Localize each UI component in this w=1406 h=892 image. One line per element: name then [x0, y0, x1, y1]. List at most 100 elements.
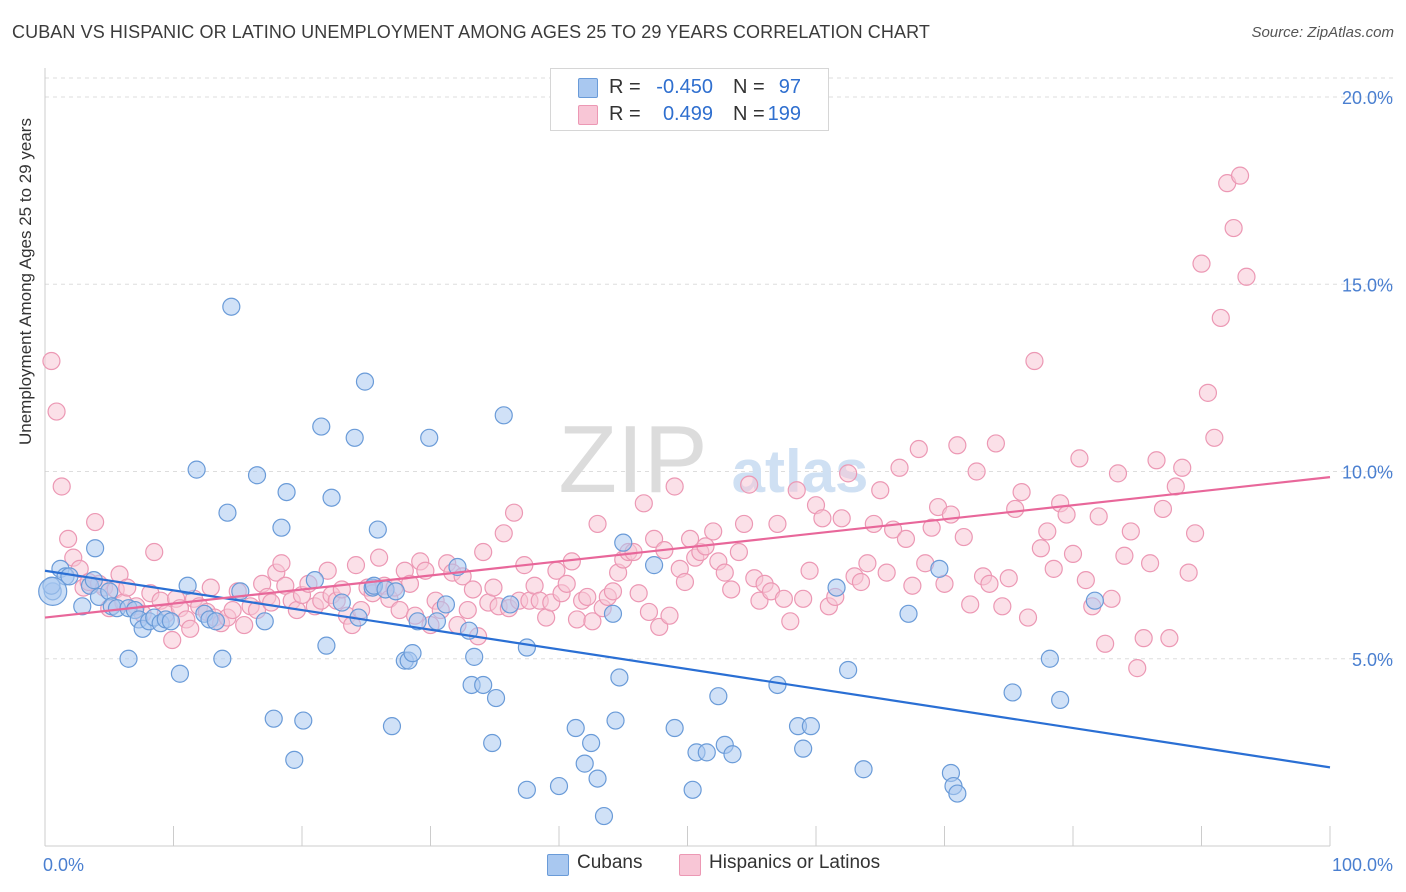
cubans-point — [709, 687, 728, 706]
cubans-point — [1051, 690, 1070, 710]
cubans-point — [801, 717, 820, 736]
hispanics-point — [740, 475, 759, 494]
cubans-r-value: -0.450 — [656, 76, 713, 98]
hispanics-point — [675, 572, 695, 592]
hispanics-point — [941, 505, 961, 524]
hispanics-point — [1128, 659, 1147, 678]
cubans-point — [486, 688, 506, 708]
hispanics-point — [1205, 428, 1224, 447]
cubans-point — [264, 709, 283, 728]
hispanics-points — [42, 166, 1256, 678]
hispanics-point — [458, 600, 477, 620]
hispanics-point — [729, 542, 749, 562]
hispanics-point — [961, 595, 980, 614]
hispanics-point — [145, 542, 164, 562]
hispanics-point — [1237, 267, 1256, 286]
hispanics-point — [1140, 554, 1160, 573]
hispanics-point — [1115, 546, 1134, 565]
hispanics-point — [494, 524, 513, 543]
trend-lines — [44, 476, 1331, 769]
cubans-point — [723, 745, 742, 764]
cubans-n-label: N = — [733, 76, 765, 98]
bottom-legend-cubans: Cubans — [547, 852, 667, 876]
hispanics-point — [1121, 522, 1140, 541]
hispanics-point — [660, 606, 679, 625]
y-tick-label: 5.0% — [1352, 650, 1393, 670]
hispanics-point — [1031, 539, 1050, 558]
hispanics-point — [787, 481, 806, 500]
cubans-point — [517, 780, 536, 799]
hispanics-point — [858, 554, 877, 573]
hispanics-point — [715, 563, 734, 582]
bottom-hispanics-swatch — [679, 854, 701, 876]
cubans-point — [501, 595, 520, 614]
hispanics-point — [1025, 351, 1044, 371]
hispanics-point — [864, 514, 883, 534]
hispanics-point — [588, 514, 607, 534]
cubans-point — [332, 593, 351, 612]
tick-labels: 5.0% 10.0% 15.0% 20.0% 0.0% 100.0% — [43, 88, 1393, 875]
hispanics-point — [877, 563, 896, 582]
hispanics-r-label: R = — [609, 103, 641, 125]
cubans-n-value: 97 — [778, 76, 801, 98]
hispanics-n-label: N = — [733, 103, 765, 125]
cubans-point — [272, 518, 291, 537]
cubans-point — [277, 482, 296, 502]
hispanics-point — [262, 593, 281, 612]
cubans-point — [187, 460, 206, 479]
hispanics-point — [235, 615, 254, 635]
cubans-point — [119, 649, 138, 668]
hispanics-point — [1153, 499, 1173, 519]
hispanics-point — [954, 527, 973, 547]
bottom-cubans-swatch — [547, 854, 569, 876]
hispanics-point — [922, 518, 941, 537]
cubans-point — [178, 576, 197, 595]
hispanics-point — [781, 612, 800, 631]
hispanics-point — [1063, 544, 1083, 563]
cubans-point — [86, 539, 105, 558]
cubans-point — [206, 612, 226, 631]
cubans-point — [312, 417, 331, 436]
cubans-point — [294, 711, 313, 730]
cubans-point — [697, 743, 716, 762]
cubans-point — [517, 638, 536, 657]
cubans-point — [322, 488, 341, 507]
hispanics-point — [42, 351, 61, 371]
legend-row-cubans: R = -0.450 N = 97 — [551, 73, 828, 101]
x-tick-label-max: 100.0% — [1332, 855, 1393, 875]
hispanics-point — [1044, 559, 1063, 578]
hispanics-point — [1018, 608, 1038, 627]
hispanics-point — [86, 512, 105, 532]
hispanics-point — [644, 529, 664, 549]
hispanics-point — [1224, 218, 1243, 238]
cubans-point — [768, 675, 787, 695]
hispanics-point — [1173, 458, 1192, 477]
cubans-r-label: R = — [609, 76, 641, 98]
hispanics-point — [484, 578, 503, 597]
cubans-point — [794, 739, 813, 758]
hispanics-point — [59, 529, 78, 549]
hispanics-point — [774, 589, 793, 608]
cubans-point — [305, 571, 324, 590]
hispanics-n-value: 199 — [767, 103, 801, 125]
hispanics-point — [370, 548, 389, 567]
hispanics-point — [181, 619, 200, 638]
hispanics-point — [474, 542, 493, 562]
hispanics-point — [1102, 589, 1121, 608]
hispanics-point — [400, 574, 420, 593]
cubans-point — [588, 769, 607, 788]
cubans-point — [368, 520, 387, 539]
y-axis-label: Unemployment Among Ages 25 to 29 years — [16, 118, 35, 445]
hispanics-point — [567, 610, 587, 629]
cubans-point — [549, 776, 569, 796]
hispanics-point — [223, 600, 242, 620]
cubans-point — [899, 604, 918, 623]
hispanics-point — [948, 436, 967, 455]
cubans-point — [606, 711, 625, 730]
cubans-point — [317, 636, 336, 655]
cubans-point — [427, 612, 447, 631]
cubans-point — [948, 784, 967, 803]
hispanics-point — [603, 582, 623, 601]
hispanics-trend-line — [44, 476, 1331, 619]
hispanics-point — [986, 434, 1006, 453]
